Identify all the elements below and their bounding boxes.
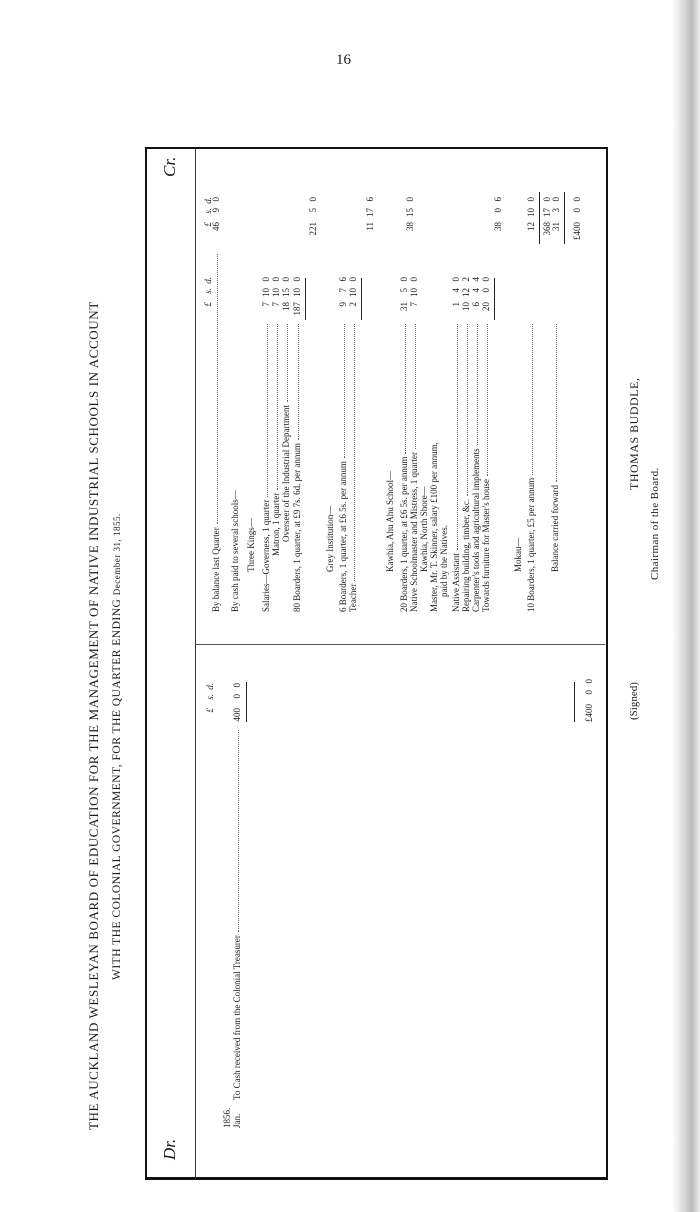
credit-row: Three Kings— bbox=[246, 518, 256, 572]
debit-year: 1856. bbox=[222, 1107, 232, 1128]
debit-label: Dr. bbox=[160, 1138, 179, 1160]
title-line-2: WITH THE COLONIAL GOVERNMENT, FOR THE QU… bbox=[111, 513, 123, 980]
credit-total: £400 0 0 bbox=[572, 197, 582, 240]
debit-total: £400 0 0 bbox=[584, 679, 594, 722]
signed-label: (Signed) bbox=[628, 682, 640, 720]
signatory-role: Chairman of the Board. bbox=[649, 467, 661, 580]
credit-amount: 20 0 0 bbox=[481, 277, 491, 311]
credit-amount: 7 10 0 bbox=[261, 277, 271, 307]
credit-row: 20 Boarders, 1 quarter, at £6 5s. per an… bbox=[399, 322, 409, 612]
credit-row: Kawhia, Ahu Ahu School— bbox=[385, 471, 395, 572]
column-divider bbox=[195, 644, 605, 645]
credit-amount: 46 9 0 bbox=[211, 197, 221, 231]
credit-amount: 7 10 0 bbox=[271, 277, 281, 307]
credit-row: Repairing building, timber, &c. bbox=[461, 322, 471, 612]
debit-entry-amount: 400 0 0 bbox=[232, 683, 242, 722]
credit-row: Matron, 1 quarter bbox=[271, 322, 281, 556]
page-edge-shadow bbox=[672, 0, 700, 1212]
credit-row: Native Assistant bbox=[451, 322, 461, 612]
credit-subtotal: 11 17 6 bbox=[365, 197, 375, 231]
credit-amount: 31 3 0 bbox=[551, 197, 561, 231]
credit-amount: 7 10 0 bbox=[409, 277, 419, 307]
credit-row: Overseer of the Industrial Department bbox=[281, 322, 291, 542]
debit-currency-header: £ s. d. bbox=[205, 683, 215, 713]
debit-entry: To Cash received from the Colonial Treas… bbox=[232, 728, 242, 1100]
rule bbox=[494, 278, 495, 320]
title-line-1: THE AUCKLAND WESLEYAN BOARD OF EDUCATION… bbox=[86, 301, 101, 1130]
credit-subtotal: 221 5 0 bbox=[308, 197, 318, 236]
credit-row: Carpenter's tools and agricultural imple… bbox=[471, 322, 481, 612]
header-divider bbox=[195, 148, 196, 1180]
credit-row: 10 Boarders, 1 quarter, £5 per annum bbox=[526, 322, 536, 612]
credit-row: By balance last Quarter bbox=[211, 252, 221, 612]
credit-subtotal: 38 0 6 bbox=[493, 197, 503, 231]
credit-row: Master, Mr. T. Skinner, salary £100 per … bbox=[429, 442, 439, 612]
credit-amount: 31 5 0 bbox=[399, 277, 409, 311]
credit-subtotal: 12 10 0 bbox=[526, 197, 536, 231]
rule bbox=[246, 682, 247, 722]
rule bbox=[574, 682, 575, 722]
credit-label: Cr. bbox=[160, 156, 179, 177]
credit-amount: 18 15 0 bbox=[281, 277, 291, 311]
credit-row: Mokau— bbox=[513, 537, 523, 573]
credit-row: Grey Institution— bbox=[325, 505, 335, 572]
credit-row: Towards furniture for Master's house bbox=[481, 322, 491, 612]
credit-amount: 2 10 0 bbox=[348, 277, 358, 307]
page-number: 16 bbox=[336, 52, 351, 68]
credit-row: Teacher bbox=[348, 322, 358, 612]
debit-month: Jan. bbox=[232, 1113, 242, 1128]
credit-amount: 10 12 2 bbox=[461, 277, 471, 311]
credit-row: Balance carried forward bbox=[550, 322, 560, 572]
credit-row: Salaries—Governess, 1 quarter bbox=[261, 322, 271, 612]
credit-row: 6 Boarders, 1 quarter, at £6 5s. per ann… bbox=[338, 322, 348, 612]
credit-row: Native Schoolmaster and Mistress, 1 quar… bbox=[409, 322, 419, 612]
rule bbox=[361, 278, 362, 320]
rule bbox=[539, 192, 540, 244]
signatory-name: THOMAS BUDDLE, bbox=[627, 377, 641, 490]
credit-row: paid by the Natives. bbox=[439, 525, 449, 597]
credit-row: 80 Boarders, 1 quarter, at £9 7s. 6d. pe… bbox=[292, 322, 302, 612]
credit-row: By cash paid to several schools— bbox=[230, 490, 240, 612]
credit-amount: 187 10 0 bbox=[292, 277, 302, 316]
credit-subtotal: 38 15 0 bbox=[405, 197, 415, 231]
credit-row: Kawhia, North Shore— bbox=[419, 486, 429, 572]
rule bbox=[564, 192, 565, 244]
rule bbox=[305, 278, 306, 320]
